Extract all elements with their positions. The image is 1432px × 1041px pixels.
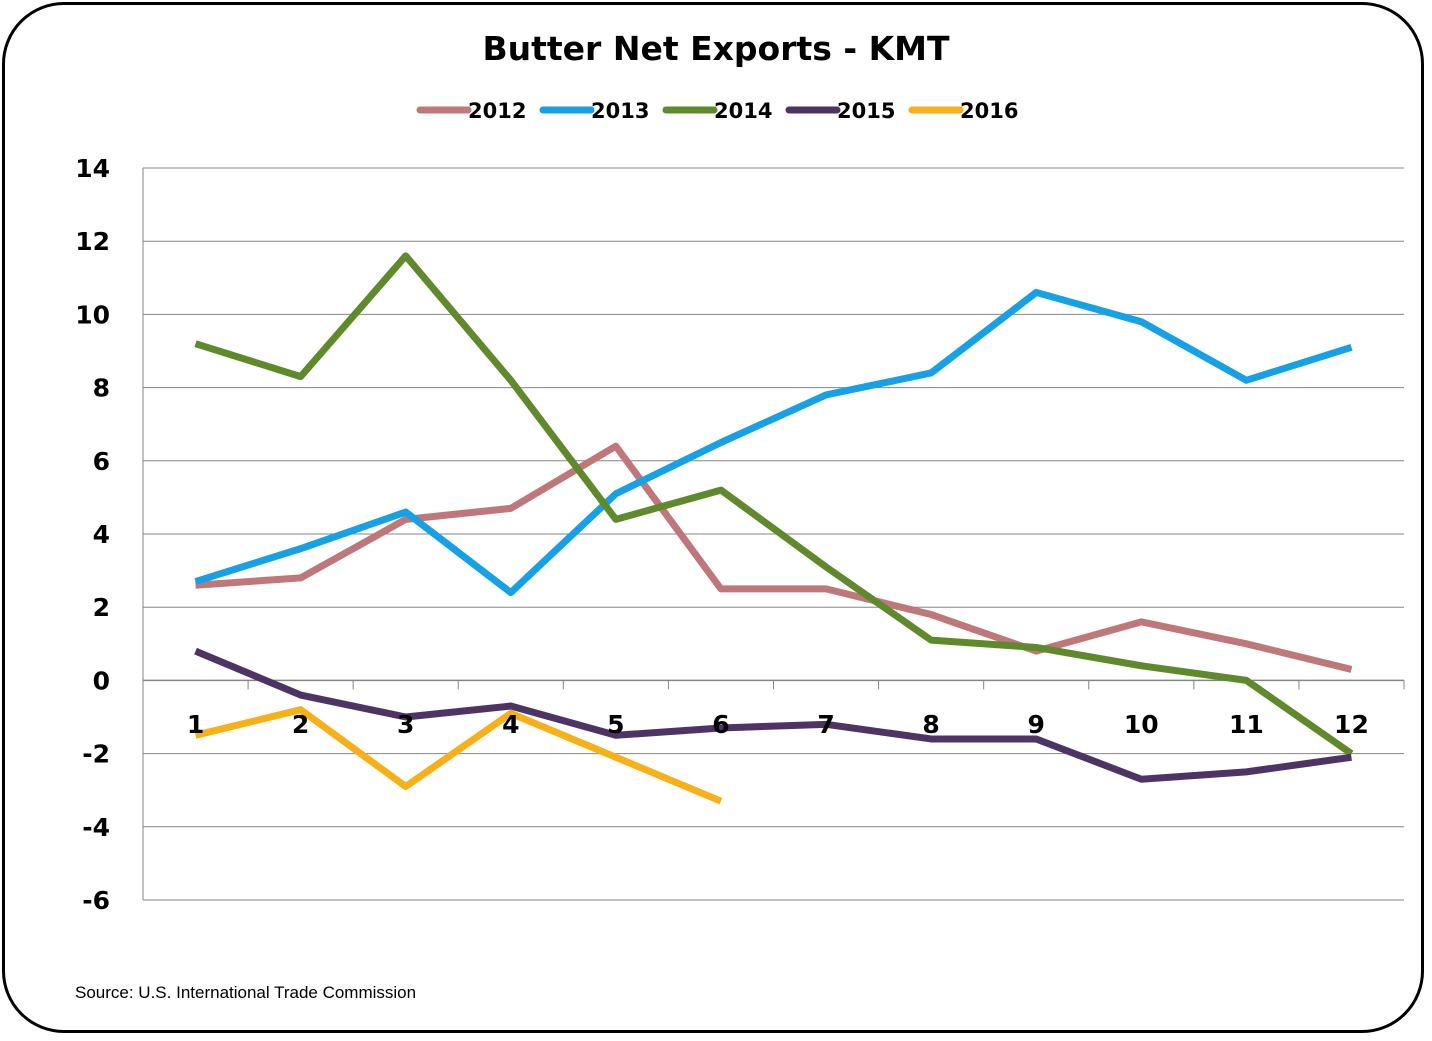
legend-label: 2014 xyxy=(714,99,772,123)
series-line-2016 xyxy=(194,706,723,805)
y-tick-label: 10 xyxy=(75,300,110,329)
source-note: Source: U.S. International Trade Commiss… xyxy=(75,983,416,1002)
x-axis xyxy=(142,679,1405,690)
y-tick-label: 8 xyxy=(93,374,110,403)
series-line-2012 xyxy=(195,442,1353,673)
chart-title: Butter Net Exports - KMT xyxy=(482,29,950,68)
y-tick-label: 2 xyxy=(93,593,110,622)
y-tick-label: -2 xyxy=(82,740,110,769)
y-tick-label: -4 xyxy=(82,813,110,842)
x-tick-label: 4 xyxy=(502,710,519,739)
y-tick-label: -6 xyxy=(82,886,110,915)
series-line-2013 xyxy=(194,288,1353,597)
legend-label: 2013 xyxy=(591,99,649,123)
y-axis: 14 12 10 8 6 4 2 0 -2 -4 -6 xyxy=(75,154,144,915)
x-tick-label: 10 xyxy=(1124,710,1159,739)
legend: 2012 2013 2014 2015 2016 xyxy=(416,99,1018,123)
x-tick-label: 2 xyxy=(292,710,309,739)
series-line-2015 xyxy=(194,647,1352,783)
legend-label: 2012 xyxy=(468,99,526,123)
x-tick-label: 7 xyxy=(817,710,834,739)
x-tick-label: 11 xyxy=(1229,710,1264,739)
y-tick-label: 14 xyxy=(75,154,110,183)
series-line-2014 xyxy=(194,252,1354,757)
x-tick-label: 3 xyxy=(397,710,414,739)
series-lines xyxy=(194,252,1354,805)
x-tick-label: 1 xyxy=(187,710,204,739)
y-tick-label: 6 xyxy=(93,447,110,476)
x-tick-label: 12 xyxy=(1334,710,1369,739)
x-tick-label: 6 xyxy=(712,710,729,739)
y-tick-label: 12 xyxy=(75,227,110,256)
y-tick-label: 0 xyxy=(93,666,110,695)
x-tick-label: 5 xyxy=(607,710,624,739)
legend-label: 2016 xyxy=(960,99,1018,123)
y-tick-label: 4 xyxy=(93,520,110,549)
x-tick-labels: 1 2 3 4 5 6 7 8 9 10 11 12 xyxy=(187,710,1369,739)
x-tick-label: 8 xyxy=(922,710,939,739)
x-tick-label: 9 xyxy=(1028,710,1045,739)
legend-label: 2015 xyxy=(837,99,895,123)
